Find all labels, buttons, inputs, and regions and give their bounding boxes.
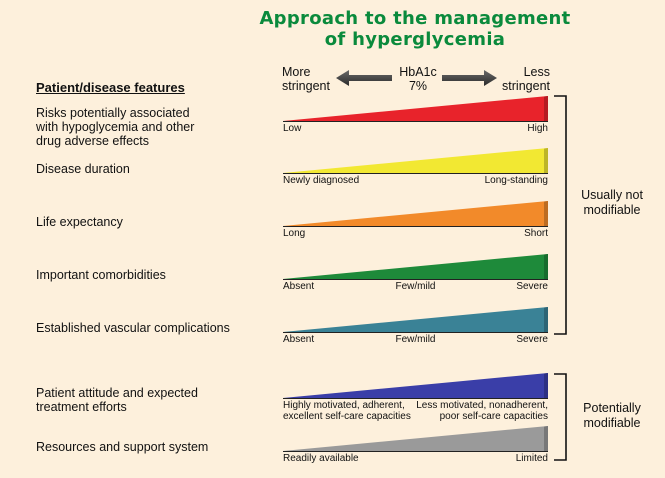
feature-label-7: Resources and support system: [36, 440, 276, 454]
bracket-modifiable: [554, 373, 567, 461]
group-label-line: Potentially: [583, 401, 641, 415]
wedge-4: [283, 254, 548, 279]
tick-label-left-4: Absent: [283, 281, 315, 292]
group-label-line: modifiable: [583, 416, 641, 430]
tick-label-right-6: Less motivated, nonadherent, poor self-ca…: [348, 400, 548, 422]
wedge-cap-1: [544, 96, 548, 121]
group-label-line: modifiable: [583, 203, 641, 217]
tick-label-mid-5: Few/mild: [395, 334, 436, 345]
left-arrow-icon: [336, 70, 392, 86]
hba1c-label: HbA1c: [399, 65, 437, 79]
tick-label-left-5: Absent: [283, 334, 315, 345]
more-stringent-label: More stringent: [282, 65, 330, 93]
feature-label-line: with hypoglycemia and other: [36, 120, 195, 134]
right-arrow-icon: [442, 70, 497, 86]
wedge-1: [283, 96, 548, 121]
feature-label-6: Patient attitude and expected treatment e…: [36, 386, 276, 414]
wedge-5: [283, 307, 548, 332]
tick-label-mid-4: Few/mild: [395, 281, 436, 292]
feature-label-5: Established vascular complications: [36, 321, 276, 335]
page-title: Approach to the management of hyperglyce…: [230, 8, 600, 50]
less-stringent-line-1: Less: [523, 65, 550, 79]
feature-label-line: Life expectancy: [36, 215, 123, 229]
features-header: Patient/disease features: [36, 80, 185, 95]
tick-label-right-1: High: [527, 123, 548, 134]
tick-label-left-1: Low: [283, 123, 302, 134]
wedge-2: [283, 148, 548, 173]
title-line-2: of hyperglycemia: [324, 29, 506, 50]
tick-label-right-2: Long-standing: [484, 175, 548, 186]
tick-label-right-7: Limited: [515, 453, 548, 464]
feature-label-3: Life expectancy: [36, 215, 276, 229]
tick-label-line: Less motivated, nonadherent,: [416, 400, 548, 411]
tick-label-line: excellent self-care capacities: [283, 411, 411, 422]
hba1c-target-label: HbA1c 7%: [393, 65, 443, 93]
tick-label-line: poor self-care capacities: [439, 411, 548, 422]
tick-label-left-3: Long: [283, 228, 306, 239]
feature-label-line: Important comorbidities: [36, 268, 166, 282]
title-line-1: Approach to the management: [259, 8, 571, 29]
wedge-cap-4: [544, 254, 548, 279]
feature-label-4: Important comorbidities: [36, 268, 276, 282]
group-label-not-modifiable: Usually not modifiable: [572, 188, 652, 218]
tick-label-right-4: Severe: [516, 281, 548, 292]
feature-label-line: Patient attitude and expected: [36, 386, 198, 400]
tick-label-left-2: Newly diagnosed: [283, 175, 360, 186]
tick-label-left-7: Readily available: [283, 453, 359, 464]
feature-label-1: Risks potentially associated with hypogly…: [36, 106, 276, 148]
feature-label-line: Disease duration: [36, 162, 130, 176]
group-label-line: Usually not: [581, 188, 643, 202]
group-label-modifiable: Potentially modifiable: [572, 401, 652, 431]
wedge-cap-2: [544, 148, 548, 173]
feature-label-line: Established vascular complications: [36, 321, 230, 335]
tick-label-right-3: Short: [524, 228, 548, 239]
feature-label-2: Disease duration: [36, 162, 276, 176]
wedges-group: [283, 96, 548, 452]
feature-label-line: drug adverse effects: [36, 134, 150, 148]
tick-label-left-6: Highly motivated, adherent, excellent sel…: [283, 400, 411, 422]
less-stringent-label: Less stringent: [490, 65, 550, 93]
tick-label-right-5: Severe: [516, 334, 548, 345]
less-stringent-line-2: stringent: [502, 79, 550, 93]
wedge-7: [283, 426, 548, 451]
tick-label-line: Highly motivated, adherent,: [283, 400, 405, 411]
feature-label-line: Resources and support system: [36, 440, 209, 454]
more-stringent-line-2: stringent: [282, 79, 330, 93]
more-stringent-line-1: More: [282, 65, 311, 79]
wedge-cap-7: [544, 426, 548, 451]
feature-label-line: treatment efforts: [36, 400, 127, 414]
wedge-6: [283, 373, 548, 398]
wedge-3: [283, 201, 548, 226]
bracket-not-modifiable: [554, 95, 567, 335]
wedge-cap-6: [544, 373, 548, 398]
feature-label-line: Risks potentially associated: [36, 106, 190, 120]
hba1c-value: 7%: [408, 79, 428, 93]
wedge-cap-5: [544, 307, 548, 332]
wedge-cap-3: [544, 201, 548, 226]
